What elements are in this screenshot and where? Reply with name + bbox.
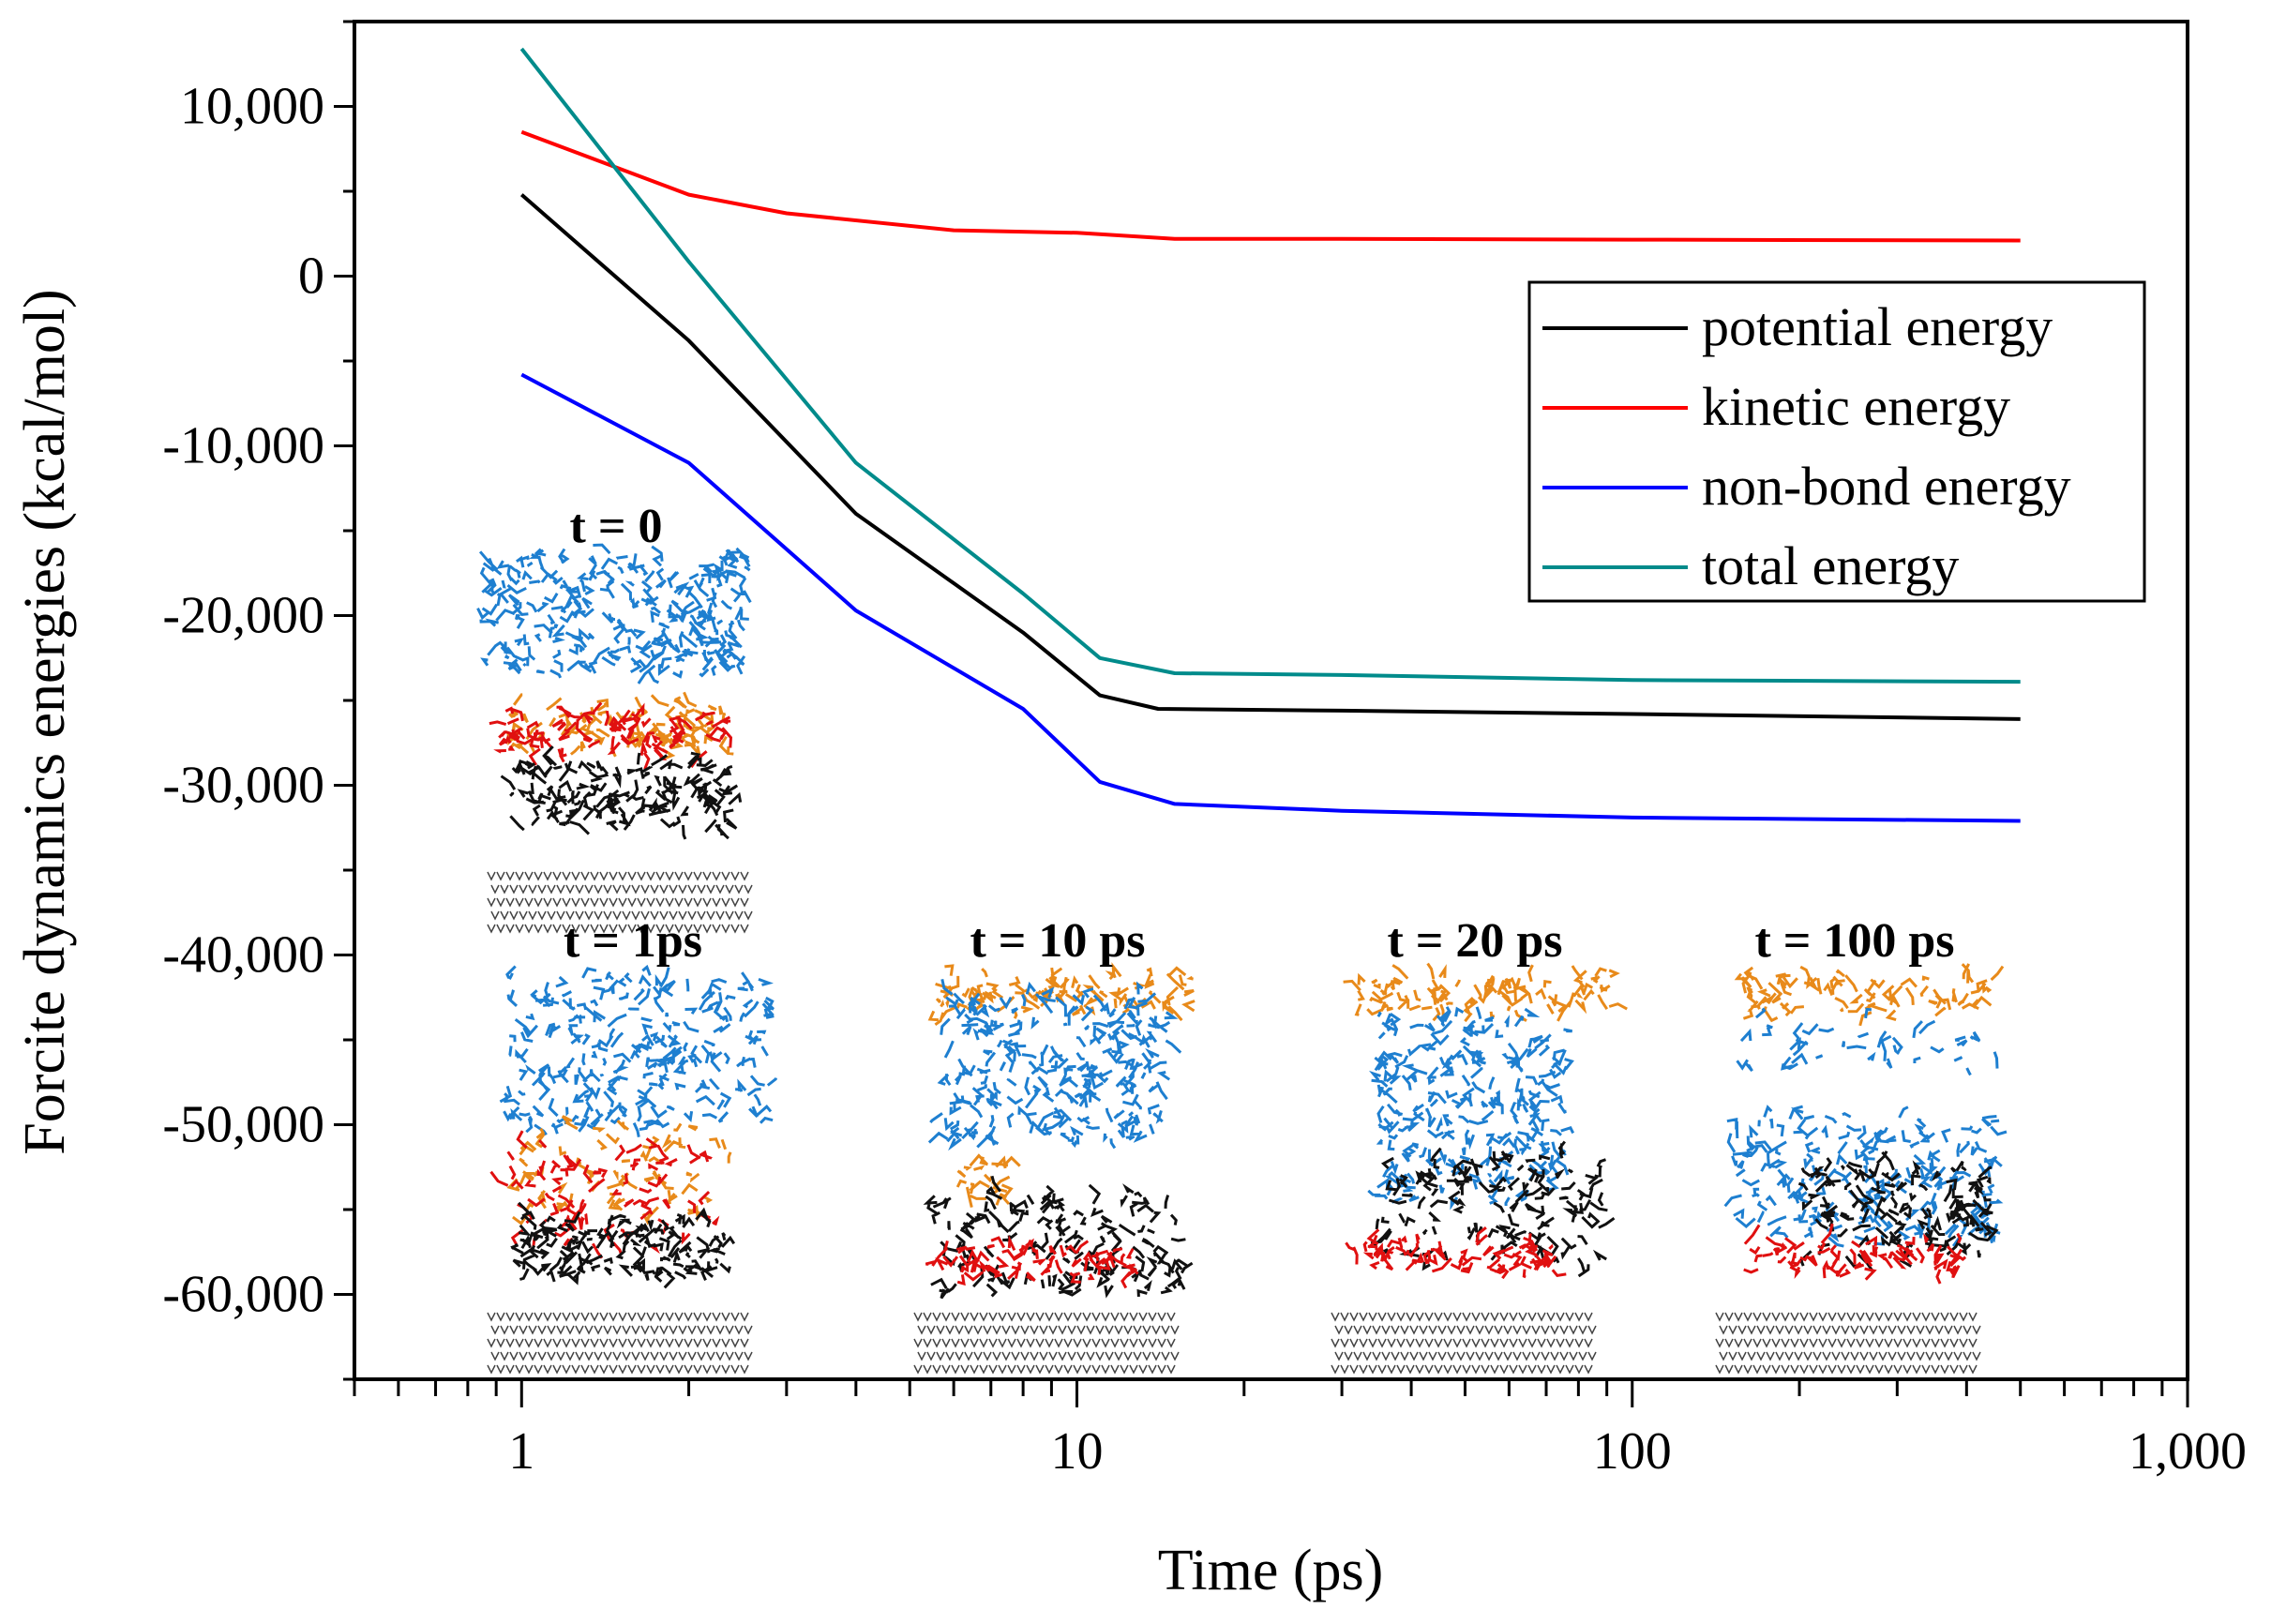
molecule-cluster bbox=[489, 701, 733, 770]
series-lines bbox=[519, 47, 2021, 823]
molecule-cluster bbox=[476, 543, 752, 684]
series-line-0 bbox=[519, 193, 2021, 721]
snapshot-label: t = 20 ps bbox=[1387, 914, 1562, 968]
y-tick-label: -10,000 bbox=[162, 417, 324, 475]
molecule-cluster bbox=[1345, 1226, 1567, 1280]
snapshot-label: t = 1ps bbox=[564, 914, 702, 968]
substrate-layer bbox=[487, 1312, 753, 1375]
y-tick-label: -40,000 bbox=[162, 926, 324, 985]
molecular-snapshots bbox=[476, 543, 2008, 1375]
molecule-cluster bbox=[510, 1201, 736, 1289]
molecule-cluster bbox=[1343, 962, 1628, 1023]
x-axis: 1 10 100 1,000 bbox=[353, 1379, 2247, 1481]
substrate-layer bbox=[487, 871, 753, 934]
x-tick-label: 1 bbox=[508, 1422, 534, 1481]
snapshot-label: t = 10 ps bbox=[970, 914, 1145, 968]
molecule-cluster bbox=[923, 1175, 1194, 1300]
y-tick-label: -60,000 bbox=[162, 1266, 324, 1324]
legend-label: total energy bbox=[1702, 535, 1959, 596]
series-line-2 bbox=[520, 372, 2021, 823]
snapshot-0 bbox=[476, 543, 753, 934]
x-tick-label: 10 bbox=[1051, 1422, 1104, 1481]
molecule-cluster bbox=[1736, 1007, 1999, 1076]
snapshot-label: t = 0 bbox=[570, 500, 663, 553]
y-tick-label: -20,000 bbox=[162, 587, 324, 645]
substrate-layer bbox=[913, 1312, 1180, 1375]
snapshot-1 bbox=[487, 964, 777, 1375]
molecule-cluster bbox=[927, 978, 1182, 1151]
series-line-1 bbox=[520, 129, 2021, 243]
y-tick-label: -30,000 bbox=[162, 757, 324, 815]
molecule-cluster bbox=[499, 964, 777, 1137]
snapshot-label: t = 100 ps bbox=[1754, 914, 1954, 968]
legend-label: non-bond energy bbox=[1702, 456, 2071, 517]
snapshot-labels: t = 0 t = 1ps t = 10 ps t = 20 ps t = 100 ps bbox=[564, 500, 1955, 968]
molecule-cluster bbox=[1734, 963, 2005, 1027]
snapshot-3 bbox=[1331, 962, 1628, 1375]
substrate-layer bbox=[1715, 1312, 1981, 1375]
legend-box bbox=[1527, 280, 2146, 603]
molecule-cluster bbox=[925, 1234, 1139, 1289]
legend-label: kinetic energy bbox=[1702, 376, 2010, 437]
legend: potential energy kinetic energy non-bond e… bbox=[1527, 280, 2146, 603]
y-tick-label: 10,000 bbox=[180, 78, 324, 136]
molecule-cluster bbox=[500, 745, 743, 840]
x-tick-label: 1,000 bbox=[2128, 1422, 2247, 1481]
molecule-cluster bbox=[1723, 1105, 2008, 1248]
snapshot-4 bbox=[1715, 963, 2008, 1375]
snapshot-2 bbox=[913, 962, 1196, 1375]
legend-label: potential energy bbox=[1702, 296, 2053, 357]
molecule-cluster bbox=[1743, 1223, 1967, 1285]
molecule-cluster bbox=[1797, 1150, 1999, 1273]
series-line-3 bbox=[519, 47, 2021, 684]
y-tick-label: -50,000 bbox=[162, 1096, 324, 1154]
y-axis-title: Forcite dynamics energies (kcal/mol) bbox=[13, 289, 77, 1154]
y-axis: 10,000 0 -10,000 -20,000 -30,000 -40,000 -50,0… bbox=[162, 20, 354, 1381]
x-tick-label: 100 bbox=[1593, 1422, 1672, 1481]
molecule-cluster bbox=[1370, 1140, 1616, 1278]
x-axis-title: Time (ps) bbox=[1158, 1539, 1384, 1602]
substrate-layer bbox=[1331, 1312, 1597, 1375]
y-tick-label: 0 bbox=[298, 248, 324, 306]
